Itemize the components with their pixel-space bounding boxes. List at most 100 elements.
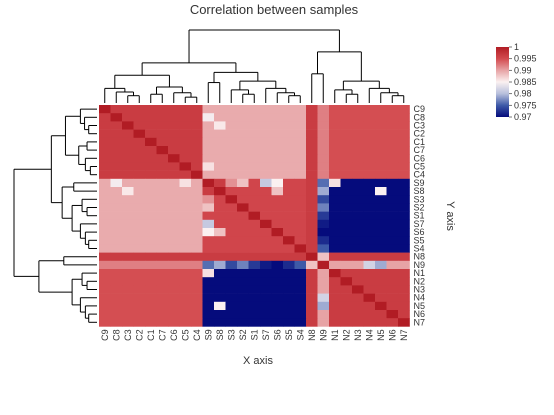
heatmap-cell-c6-c9	[99, 154, 111, 163]
heatmap-cell-c6-c1	[145, 154, 157, 163]
heatmap-cell-n6-s6	[271, 310, 284, 319]
column-label: S4	[295, 329, 305, 340]
heatmap-cell-s6-s7	[260, 228, 272, 237]
heatmap-cell-c8-c5	[179, 113, 192, 122]
heatmap-cell-n5-s3	[225, 301, 238, 311]
heatmap-cell-n6-n9	[317, 310, 330, 319]
heatmap-cell-c5-n8	[306, 162, 318, 171]
heatmap-cell-s3-s6	[271, 195, 284, 204]
heatmap-cell-s2-c9	[99, 203, 111, 212]
heatmap-cell-c7-n5	[375, 146, 387, 155]
heatmap-cell-s4-s2	[237, 244, 249, 253]
heatmap-cell-c1-s1	[248, 137, 261, 147]
heatmap-cell-s7-c3	[122, 219, 134, 229]
heatmap-cells	[99, 105, 410, 327]
heatmap-cell-n4-n8	[306, 293, 318, 303]
heatmap-cell-s8-c9	[99, 187, 111, 196]
heatmap-cell-c4-c6	[168, 170, 180, 180]
heatmap-cell-s9-s2	[237, 178, 249, 188]
heatmap-cell-c7-c8	[110, 146, 123, 155]
heatmap-cell-s3-n4	[363, 195, 376, 204]
heatmap-cell-s3-n8	[306, 195, 318, 204]
heatmap-cell-s7-c2	[133, 219, 146, 229]
heatmap-cell-n6-n2	[340, 310, 353, 319]
heatmap-cell-n1-s2	[237, 269, 249, 278]
heatmap-cell-n3-s6	[271, 285, 284, 294]
heatmap-cell-s2-s4	[294, 203, 307, 212]
heatmap-cell-s4-s1	[248, 244, 261, 253]
heatmap-cell-c9-s2	[237, 105, 249, 114]
heatmap-cell-n7-c5	[179, 318, 192, 327]
heatmap-cell-n8-c8	[110, 252, 123, 262]
heatmap-cell-c2-c8	[110, 129, 123, 139]
heatmap-cell-c7-n6	[386, 146, 399, 155]
heatmap-cell-n2-c5	[179, 277, 192, 286]
heatmap-cell-s1-s1	[248, 211, 261, 221]
heatmap-cell-s7-s1	[248, 219, 261, 229]
heatmap-cell-c1-s7	[260, 137, 272, 147]
heatmap-cell-c2-c2	[133, 129, 146, 139]
legend-tick-label: 0.995	[514, 54, 537, 64]
heatmap-cell-n3-c2	[133, 285, 146, 294]
heatmap-cell-c5-s6	[271, 162, 284, 171]
heatmap-cell-n4-c5	[179, 293, 192, 303]
heatmap-cell-c7-s3	[225, 146, 238, 155]
heatmap-cell-c8-s6	[271, 113, 284, 122]
heatmap-cell-s6-n4	[363, 228, 376, 237]
heatmap-cell-n2-n3	[352, 277, 364, 286]
heatmap-cell-s1-n2	[340, 211, 353, 221]
heatmap-cell-n4-s7	[260, 293, 272, 303]
heatmap-cell-s1-c5	[179, 211, 192, 221]
heatmap-cell-n7-s1	[248, 318, 261, 327]
heatmap-cell-s5-n9	[317, 236, 330, 245]
heatmap-cell-n5-n6	[386, 301, 399, 311]
heatmap-cell-s8-c3	[122, 187, 134, 196]
heatmap-cell-n8-s4	[294, 252, 307, 262]
column-label: C8	[111, 329, 121, 341]
heatmap-cell-n8-s1	[248, 252, 261, 262]
heatmap-cell-n5-s2	[237, 301, 249, 311]
heatmap-cell-s6-s1	[248, 228, 261, 237]
heatmap-cell-n2-s5	[283, 277, 295, 286]
heatmap-cell-n4-c9	[99, 293, 111, 303]
heatmap-cell-c6-n6	[386, 154, 399, 163]
heatmap-cell-n6-n8	[306, 310, 318, 319]
heatmap-cell-n2-s9	[202, 277, 215, 286]
heatmap-cell-c9-s7	[260, 105, 272, 114]
heatmap-cell-s3-s4	[294, 195, 307, 204]
heatmap-cell-n1-c7	[156, 269, 169, 278]
heatmap-cell-s7-c5	[179, 219, 192, 229]
heatmap-cell-s3-n5	[375, 195, 387, 204]
heatmap-cell-c9-n3	[352, 105, 364, 114]
heatmap-cell-n3-c9	[99, 285, 111, 294]
heatmap-cell-s5-n6	[386, 236, 399, 245]
heatmap-cell-c8-s2	[237, 113, 249, 122]
heatmap-cell-n5-c8	[110, 301, 123, 311]
heatmap-cell-n7-s2	[237, 318, 249, 327]
heatmap-cell-c9-n1	[329, 105, 341, 114]
heatmap-cell-s4-c2	[133, 244, 146, 253]
row-label: S8	[414, 186, 425, 196]
heatmap-cell-s7-s3	[225, 219, 238, 229]
heatmap-cell-s3-n6	[386, 195, 399, 204]
heatmap-cell-n1-s6	[271, 269, 284, 278]
heatmap-cell-c1-s4	[294, 137, 307, 147]
heatmap-cell-s2-c3	[122, 203, 134, 212]
heatmap-cell-n4-n3	[352, 293, 364, 303]
heatmap-cell-s7-s5	[283, 219, 295, 229]
heatmap-cell-n4-n1	[329, 293, 341, 303]
heatmap-cell-s2-n9	[317, 203, 330, 212]
heatmap-cell-c7-n2	[340, 146, 353, 155]
heatmap-cell-n5-n4	[363, 301, 376, 311]
heatmap-cell-n8-s3	[225, 252, 238, 262]
heatmap-cell-n3-n2	[340, 285, 353, 294]
heatmap-cell-s5-n3	[352, 236, 364, 245]
heatmap-cell-n4-c2	[133, 293, 146, 303]
heatmap-cell-n9-c9	[99, 260, 111, 270]
heatmap-cell-c7-c5	[179, 146, 192, 155]
heatmap-cell-n7-s8	[214, 318, 226, 327]
column-label: N8	[307, 329, 317, 341]
heatmap-cell-n3-s3	[225, 285, 238, 294]
heatmap-cell-n3-n1	[329, 285, 341, 294]
heatmap-cell-c4-s7	[260, 170, 272, 180]
